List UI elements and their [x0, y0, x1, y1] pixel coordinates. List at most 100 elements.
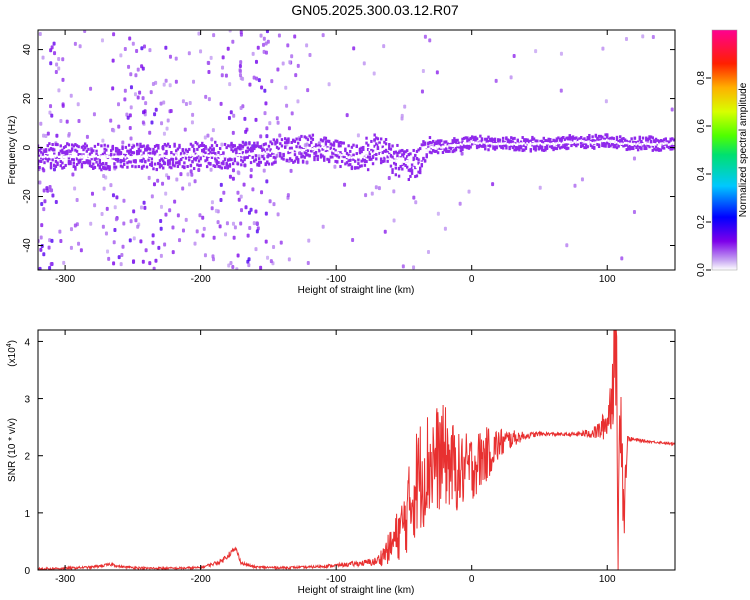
ridge-halo-mark [165, 149, 168, 153]
ridge-core-mark [505, 142, 508, 145]
ridge-halo-mark [137, 165, 141, 169]
ridge-halo-mark [127, 143, 131, 147]
ridge-halo-mark [508, 139, 511, 143]
ridge-halo-mark [661, 146, 664, 150]
ridge-halo-mark [511, 146, 515, 150]
ridge-halo-mark [484, 137, 487, 141]
ridge-halo-mark [558, 146, 562, 150]
ridge-halo-mark [401, 153, 404, 157]
figure-title: GN05.2025.300.03.12.R07 [291, 2, 459, 18]
ridge-core-mark [69, 154, 72, 157]
ridge-halo-mark [202, 144, 206, 148]
ridge-core-mark [183, 154, 186, 157]
ridge-halo-mark [72, 158, 75, 162]
ridge-core-mark [56, 154, 59, 157]
ridge-halo-mark [649, 135, 653, 139]
ridge-core-mark [492, 142, 495, 146]
ridge-core-mark [583, 140, 586, 144]
speckle-mark [142, 200, 146, 205]
ridge-core-mark [656, 141, 659, 145]
ridge-halo-mark [342, 141, 345, 145]
ridge-halo-mark [66, 152, 69, 156]
ridge-halo-mark [597, 143, 601, 147]
speckle-mark [237, 197, 241, 202]
ridge-core-mark [641, 142, 645, 146]
ridge-halo-mark [371, 155, 375, 159]
ridge-core-mark [74, 154, 77, 157]
ridge-halo-mark [443, 140, 446, 144]
ridge-halo-mark [121, 147, 124, 151]
ridge-halo-mark [602, 144, 606, 148]
ridge-core-mark [240, 153, 243, 157]
ridge-core-mark [412, 166, 415, 170]
ridge-core-mark [345, 155, 349, 158]
ridge-core-mark [422, 150, 425, 154]
speckle-mark [261, 42, 265, 47]
speckle-mark [140, 64, 144, 69]
ridge-halo-mark [549, 138, 552, 142]
ridge-core-mark [589, 141, 593, 144]
ridge-halo-mark [405, 155, 409, 159]
ridge-halo-mark [396, 154, 399, 158]
speckle-mark [100, 211, 104, 216]
ridge-halo-mark [407, 153, 411, 157]
ridge-halo-mark [205, 165, 209, 169]
ridge-halo-mark [355, 152, 358, 156]
ridge-halo-mark [243, 158, 246, 162]
speckle-mark [249, 174, 253, 179]
speckle-mark [509, 75, 513, 80]
ridge-halo-mark [591, 135, 594, 139]
ridge-core-mark [284, 149, 287, 153]
speckle-mark [203, 135, 207, 140]
ridge-halo-mark [529, 149, 532, 153]
ridge-halo-mark [606, 134, 609, 138]
ridge-core-mark [129, 156, 132, 159]
ridge-halo-mark [230, 158, 233, 162]
speckle-mark [71, 172, 75, 177]
ridge-halo-mark [95, 160, 98, 164]
ridge-halo-mark [153, 153, 157, 157]
ridge-halo-mark [46, 159, 49, 163]
ridge-core-mark [64, 155, 67, 159]
ridge-core-mark [262, 151, 266, 154]
ridge-halo-mark [648, 136, 651, 140]
ridge-halo-mark [545, 144, 549, 148]
speckle-mark [67, 133, 71, 138]
ridge-halo-mark [178, 162, 181, 166]
ridge-halo-mark [415, 157, 419, 161]
speckle-mark [236, 253, 240, 258]
ridge-halo-mark [615, 146, 619, 150]
speckle-mark [269, 259, 273, 264]
speckle-mark [426, 249, 430, 254]
ridge-halo-mark [336, 160, 339, 164]
ridge-halo-mark [628, 144, 632, 148]
speckle-mark [289, 168, 293, 173]
speckle-mark [624, 36, 628, 41]
speckle-mark [352, 46, 356, 51]
ridge-halo-mark [311, 137, 315, 141]
ridge-halo-mark [64, 144, 67, 148]
ridge-halo-mark [402, 152, 406, 156]
speckle-mark [242, 182, 246, 187]
ridge-halo-mark [379, 161, 383, 165]
ridge-halo-mark [550, 144, 554, 148]
ridge-halo-mark [607, 137, 611, 141]
ridge-halo-mark [638, 135, 641, 139]
ridge-halo-mark [336, 139, 339, 143]
ridge-halo-mark [231, 144, 235, 148]
ridge-halo-mark [103, 147, 106, 151]
ridge-core-mark [375, 146, 378, 149]
ridge-halo-mark [344, 154, 347, 158]
speckle-mark [150, 194, 154, 199]
ridge-core-mark [360, 156, 363, 160]
speckle-mark [105, 206, 109, 211]
ridge-halo-mark [297, 160, 300, 164]
ridge-halo-mark [127, 151, 131, 155]
ridge-halo-mark [257, 157, 261, 161]
ridge-halo-mark [72, 161, 75, 165]
ridge-halo-mark [662, 138, 666, 142]
speckle-mark [48, 265, 52, 270]
ridge-halo-mark [251, 154, 254, 158]
speckle-mark [248, 226, 252, 231]
ridge-halo-mark [188, 147, 191, 151]
